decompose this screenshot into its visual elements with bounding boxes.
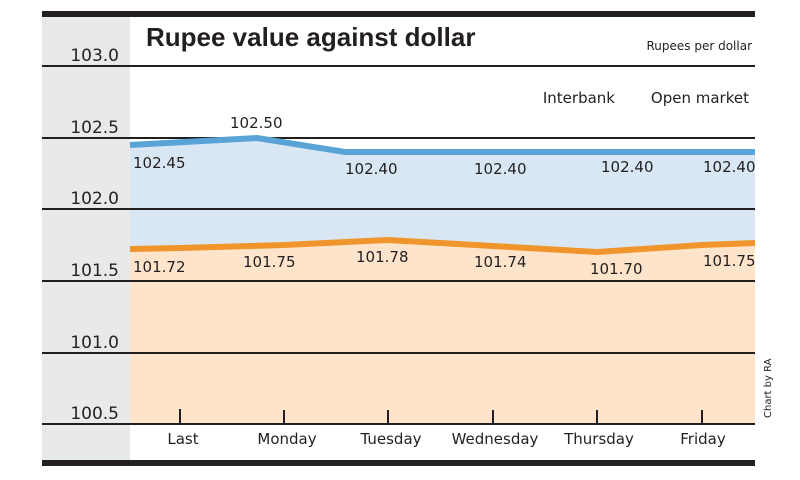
unit-label: Rupees per dollar [646,39,752,53]
chart-title: Rupee value against dollar [146,22,475,52]
x-tick-label: Last [167,430,198,448]
x-tick-label: Wednesday [452,430,539,448]
data-label: 102.40 [601,158,654,176]
data-label: 101.75 [243,253,296,271]
y-tick-label: 100.5 [70,404,119,424]
open-market-line [129,236,756,256]
data-label: 101.75 [703,252,756,270]
x-tick-label: Tuesday [359,430,421,448]
x-tick-label: Thursday [563,430,634,448]
y-tick-label: 101.0 [70,333,119,353]
legend-open-market: Open market [651,89,749,107]
open-market-area [130,240,755,424]
data-label: 101.70 [590,260,643,278]
x-tick-label: Friday [680,430,726,448]
legend-interbank: Interbank [543,89,615,107]
x-tick-label: Monday [257,430,316,448]
interbank-line [129,134,755,155]
data-label: 102.50 [230,114,283,132]
x-axis-labels: Last Monday Tuesday Wednesday Thursday F… [167,430,725,448]
y-tick-label: 101.5 [70,261,119,281]
bottom-rule [42,460,755,466]
data-label: 101.74 [474,253,527,271]
gridlines [42,65,755,425]
open-market-data-labels: 101.72 101.75 101.78 101.74 101.70 101.7… [133,248,756,278]
top-rule [42,11,755,17]
y-axis-panel [42,16,130,464]
data-label: 102.40 [474,160,527,178]
interbank-area [130,138,755,252]
y-tick-label: 103.0 [70,46,119,66]
data-label: 102.45 [133,154,186,172]
data-label: 101.78 [356,248,409,266]
y-axis-labels: 103.0 102.5 102.0 101.5 101.0 100.5 [70,46,119,424]
x-tick-marks [179,409,703,424]
data-label: 101.72 [133,258,186,276]
interbank-data-labels: 102.45 102.50 102.40 102.40 102.40 102.4… [133,114,756,178]
chart-credit: Chart by RA [763,358,774,418]
y-tick-label: 102.5 [70,118,119,138]
y-tick-label: 102.0 [70,189,119,209]
data-label: 102.40 [703,158,756,176]
data-label: 102.40 [345,160,398,178]
